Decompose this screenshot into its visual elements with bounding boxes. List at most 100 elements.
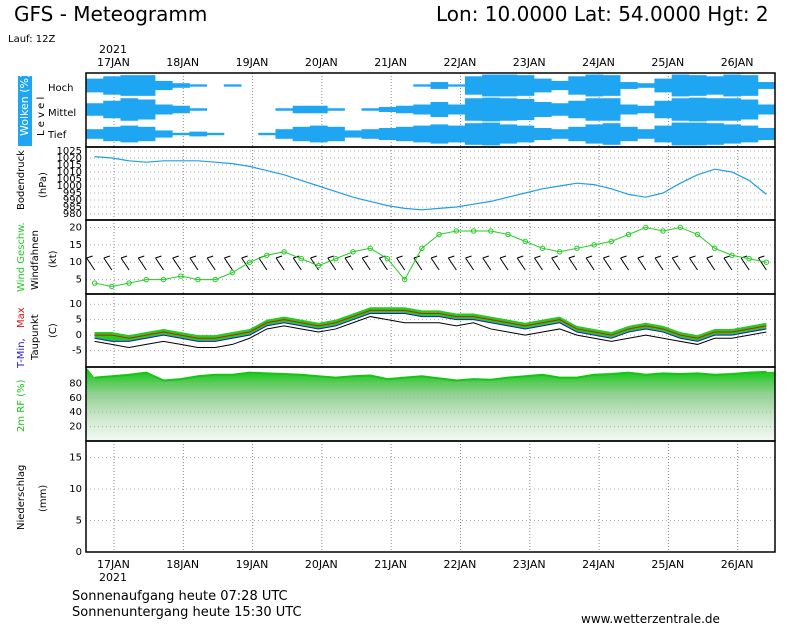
cloud-panel xyxy=(86,74,776,146)
precip-tick-label: 0 xyxy=(76,547,82,558)
cloud-cell xyxy=(619,82,638,89)
run-label: Lauf: 12Z xyxy=(8,34,55,45)
pressure-tick-label: 1010 xyxy=(57,167,82,178)
cloud-cell xyxy=(103,126,121,142)
cloud-cell xyxy=(327,108,345,111)
wind-speed-point xyxy=(677,224,683,231)
cloud-cell xyxy=(568,126,587,142)
cloud-cell xyxy=(602,75,621,96)
wind-barb xyxy=(585,257,595,271)
wind-barb xyxy=(637,257,647,271)
wind-speed-point xyxy=(143,276,149,283)
wind-speed-point xyxy=(591,242,597,248)
cloud-cell xyxy=(516,75,535,96)
wind-speed-point xyxy=(453,228,460,234)
wind-speed-point xyxy=(350,249,356,255)
wind-barb xyxy=(430,257,440,271)
wind-speed-point xyxy=(436,231,442,238)
cloud-cell xyxy=(688,122,707,146)
cloud-axis-label: Wolken (%) xyxy=(18,74,31,136)
wind-barb-flag xyxy=(275,255,283,259)
cloud-cell xyxy=(413,104,431,115)
tmax-axis-label: Max xyxy=(16,307,27,328)
wind-barb-flag xyxy=(138,255,145,259)
wind-barb xyxy=(534,257,543,271)
cloud-cell xyxy=(688,97,707,122)
wind-tick-label: 15 xyxy=(69,240,82,251)
cloud-cell xyxy=(637,129,655,139)
wind-barb xyxy=(740,257,750,271)
day-label-bottom: 20JAN xyxy=(305,558,338,571)
wind-barb-flag xyxy=(689,255,696,259)
wind-barb-flag xyxy=(517,255,524,259)
temp-tick-label: 5 xyxy=(76,315,82,326)
wind-speed-point xyxy=(746,256,752,262)
wind-barb xyxy=(206,257,216,271)
wind-speed-point xyxy=(470,228,477,234)
cloud-cell xyxy=(551,129,569,139)
day-label-bottom: 25JAN xyxy=(651,558,684,571)
cloud-cell xyxy=(637,105,655,114)
cloud-cell xyxy=(551,80,569,91)
temperature-panel: 10 5 0 -5 xyxy=(69,299,775,357)
pressure-tick-label: 995 xyxy=(63,188,82,199)
temp-unit-label: (C) xyxy=(48,323,59,338)
wind-barb-flag xyxy=(620,255,627,259)
wind-barb xyxy=(654,257,664,271)
day-label-top: 24JAN xyxy=(582,56,615,69)
tmax-line xyxy=(94,309,767,339)
cloud-cell xyxy=(671,98,690,121)
cloud-cell xyxy=(378,128,397,140)
cloud-cell xyxy=(154,130,173,138)
wind-barb xyxy=(499,257,509,271)
cloud-cell xyxy=(447,104,466,115)
wind-speed-point xyxy=(574,245,580,252)
cloud-level-tief: Tief xyxy=(47,130,67,141)
cloud-cell xyxy=(757,104,776,115)
wind-speed-point xyxy=(281,249,287,255)
day-label-top: 19JAN xyxy=(236,56,269,69)
wind-speed-point xyxy=(505,231,511,238)
wind-speed-point xyxy=(660,228,666,234)
cloud-cell xyxy=(533,128,552,140)
cloud-cell xyxy=(413,84,431,87)
humidity-tick-label: 40 xyxy=(69,407,82,418)
cloud-cell xyxy=(499,98,518,121)
cloud-cell xyxy=(361,129,380,139)
day-label-top: 20JAN xyxy=(305,56,338,69)
wind-barb xyxy=(757,257,767,271)
cloud-cell xyxy=(723,74,742,97)
year-label-top: 2021 xyxy=(99,43,127,56)
cloud-cell xyxy=(137,126,156,142)
tmin-axis-label: T-Min, xyxy=(16,338,27,369)
wind-barb-flag xyxy=(120,255,128,259)
wind-barb xyxy=(292,257,302,271)
website-link[interactable]: www.wetterzentrale.de xyxy=(581,612,720,625)
cloud-cell xyxy=(706,76,724,95)
pressure-unit-label: (hPa) xyxy=(38,172,49,198)
cloud-cell xyxy=(206,132,225,136)
cloud-cell xyxy=(103,76,121,95)
wind-barb-flag xyxy=(672,255,679,259)
wind-speed-point xyxy=(212,276,218,283)
wind-barb-flag xyxy=(723,255,731,259)
cloud-cell xyxy=(585,98,604,121)
wind-speed-point xyxy=(178,273,184,279)
wind-speed-line xyxy=(94,226,767,288)
cloud-cell xyxy=(551,103,569,116)
wind-barb xyxy=(172,257,182,271)
wind-barb xyxy=(671,257,681,271)
cloud-cell xyxy=(154,80,173,91)
humidity-tick-label: 60 xyxy=(69,393,82,404)
wind-tick-label: 5 xyxy=(76,275,82,286)
day-label-top: 17JAN xyxy=(97,56,130,69)
precip-panel: 15 10 5 0 xyxy=(69,453,775,558)
cloud-cell xyxy=(671,122,690,146)
cloud-cell xyxy=(671,74,690,97)
wind-barb-flag xyxy=(654,255,662,259)
cloud-cell xyxy=(86,78,104,93)
wind-speed-point xyxy=(608,238,615,245)
cloud-cell xyxy=(447,125,466,143)
cloud-cell xyxy=(464,123,483,145)
cloud-cell xyxy=(396,126,414,142)
